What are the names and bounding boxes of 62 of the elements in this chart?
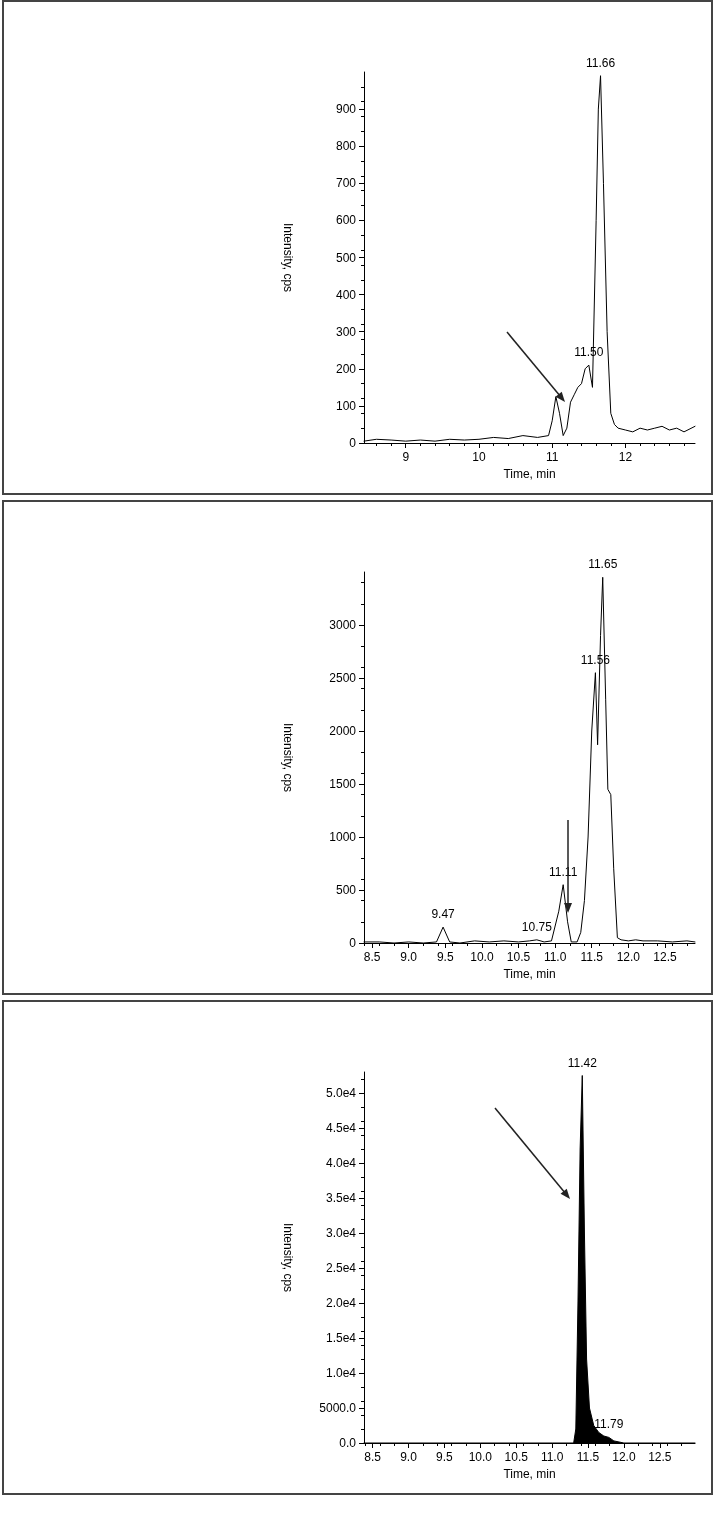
y-tick-label: 400: [335, 287, 357, 302]
y-tick-label: 1.5e4: [325, 1331, 357, 1345]
y-tick-label: 2500: [329, 671, 357, 685]
x-tick-label: 9: [402, 450, 410, 464]
annotation: 11.79: [594, 1417, 624, 1432]
y-tick-label: 3.0e4: [325, 1226, 357, 1240]
x-axis-title: Time, min: [503, 966, 556, 981]
y-tick-label: 200: [335, 361, 357, 376]
annotation: 11.42: [567, 1055, 598, 1070]
y-tick-label: 600: [335, 213, 357, 228]
x-tick-label: 10.5: [506, 950, 531, 964]
x-axis-title: Time, min: [503, 466, 556, 481]
y-tick-label: 100: [335, 398, 357, 413]
x-tick-label: 10.0: [468, 1450, 493, 1464]
y-tick-label: 0.0: [339, 1436, 357, 1450]
y-tick-label: 300: [335, 324, 357, 339]
x-tick-label: 11.0: [543, 950, 567, 964]
y-tick-label: 5000.0: [319, 1401, 357, 1415]
x-tick-label: 9.5: [436, 1450, 454, 1464]
x-tick-label: 11.5: [576, 1450, 600, 1464]
y-tick-label: 3.5e4: [325, 1191, 357, 1205]
y-tick-label: 0: [349, 436, 357, 450]
x-tick-label: 11.0: [540, 1450, 564, 1464]
annotation: 10.75: [521, 919, 553, 934]
y-tick-label: 800: [335, 139, 357, 154]
x-tick-label: 10.5: [504, 1450, 529, 1464]
x-tick-label: 8.5: [364, 1450, 382, 1464]
x-axis-title: Time, min: [503, 1466, 556, 1481]
x-tick-label: 8.5: [363, 950, 381, 964]
x-tick-label: 9.0: [400, 950, 418, 964]
y-tick-label: 1500: [329, 777, 357, 791]
y-tick-label: 1000: [329, 830, 357, 844]
x-tick-label: 9.0: [400, 1450, 418, 1464]
y-tick-label: 900: [335, 102, 357, 117]
annotation: 11.65: [588, 557, 618, 572]
x-tick-label: 12.0: [612, 1450, 636, 1464]
x-tick-label: 9.5: [436, 950, 454, 964]
annotation: 9.47: [431, 907, 456, 922]
x-tick-label: 10.0: [470, 950, 494, 964]
y-tick-label: 4.5e4: [325, 1121, 357, 1135]
y-tick-label: 2.5e4: [325, 1261, 357, 1275]
y-tick-label: 2000: [329, 724, 357, 738]
x-tick-label: 10: [472, 450, 486, 464]
x-tick-label: 12.5: [653, 950, 677, 964]
y-tick-label: 500: [335, 250, 357, 265]
x-tick-label: 11.5: [580, 950, 604, 964]
y-axis-title: Intensity, cps: [281, 222, 295, 293]
x-tick-label: 12.5: [648, 1450, 672, 1464]
y-tick-label: 5.0e4: [325, 1086, 357, 1100]
y-tick-label: 2.0e4: [325, 1296, 357, 1310]
annotation: 11.66: [585, 55, 616, 70]
y-tick-label: 4.0e4: [325, 1156, 357, 1170]
y-tick-label: 0: [349, 936, 357, 950]
y-tick-label: 3000: [329, 618, 357, 632]
y-axis-title: Intensity, cps: [281, 722, 295, 793]
x-tick-label: 12.0: [616, 950, 641, 964]
x-tick-label: 12: [618, 450, 633, 464]
x-tick-label: 11: [545, 450, 559, 464]
y-tick-label: 700: [335, 176, 357, 191]
y-tick-label: 500: [335, 883, 357, 897]
y-axis-title: Intensity, cps: [281, 1222, 295, 1293]
y-tick-label: 1.0e4: [325, 1366, 357, 1380]
